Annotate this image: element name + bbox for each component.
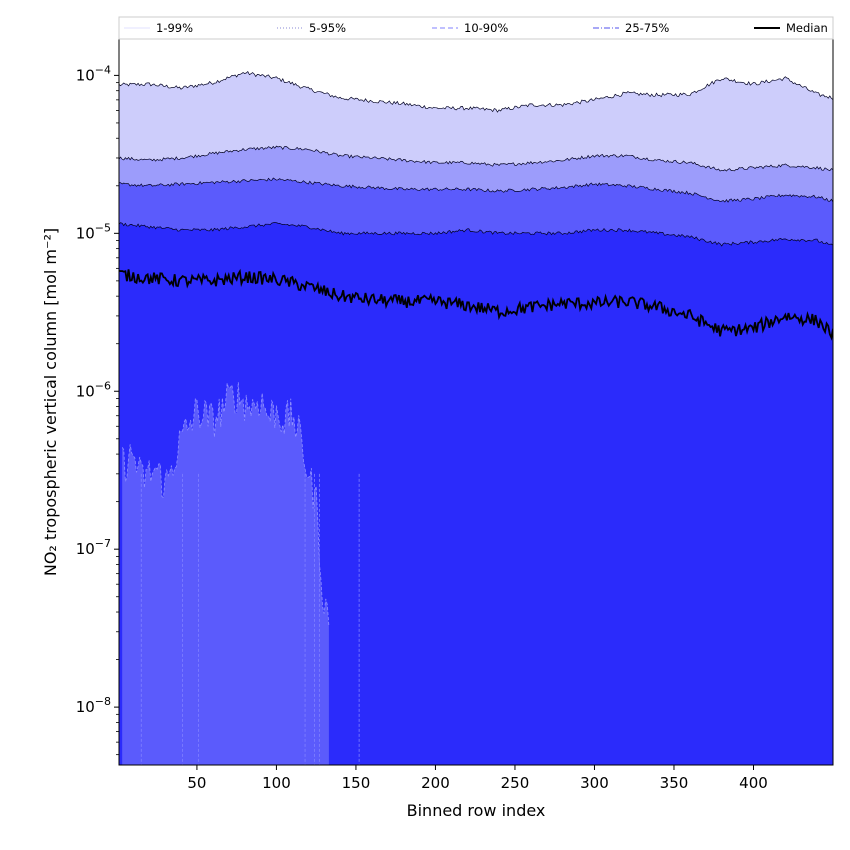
lower-tail-fill xyxy=(122,382,329,765)
x-tick-label: 50 xyxy=(187,774,206,792)
legend-label: 5-95% xyxy=(309,21,346,35)
median-series xyxy=(119,268,833,341)
y-tick-label: 10−5 xyxy=(76,221,111,242)
legend: 1-99% 5-95% 10-90% 25-75% Median xyxy=(118,16,834,40)
y-tick-label: 10−4 xyxy=(76,63,111,84)
x-axis: 50 100 150 200 250 300 350 400 xyxy=(187,765,768,792)
legend-entry: 10-90% xyxy=(432,21,508,35)
legend-label: Median xyxy=(786,21,828,35)
band-edge-5-95% xyxy=(119,145,833,172)
lower-tail-line xyxy=(121,382,330,627)
x-axis-label: Binned row index xyxy=(407,801,546,820)
lower-tail-spikes xyxy=(121,382,360,765)
x-tick-label: 100 xyxy=(262,774,291,792)
y-axis-label: NO₂ tropospheric vertical column [mol m⁻… xyxy=(41,228,60,576)
legend-entry: Median xyxy=(754,21,828,35)
legend-frame xyxy=(118,16,834,40)
legend-entry: 1-99% xyxy=(124,21,193,35)
y-axis: 10−8 10−7 10−6 10−5 10−4 xyxy=(76,63,119,756)
legend-label: 10-90% xyxy=(464,21,508,35)
x-tick-label: 250 xyxy=(501,774,530,792)
legend-entry: 25-75% xyxy=(593,21,669,35)
x-tick-label: 200 xyxy=(421,774,450,792)
x-tick-label: 150 xyxy=(342,774,371,792)
y-tick-label: 10−6 xyxy=(76,379,111,400)
legend-entry: 5-95% xyxy=(277,21,346,35)
band-edge-25-75% xyxy=(119,221,833,247)
y-tick-label: 10−8 xyxy=(76,695,111,716)
legend-label: 1-99% xyxy=(156,21,193,35)
band-edge-1-99% xyxy=(119,70,833,113)
median-line xyxy=(119,268,833,341)
y-tick-label: 10−7 xyxy=(76,537,111,558)
legend-label: 25-75% xyxy=(625,21,669,35)
band-edge-10-90% xyxy=(119,177,833,203)
x-tick-label: 350 xyxy=(660,774,689,792)
x-tick-label: 400 xyxy=(739,774,768,792)
x-tick-label: 300 xyxy=(580,774,609,792)
